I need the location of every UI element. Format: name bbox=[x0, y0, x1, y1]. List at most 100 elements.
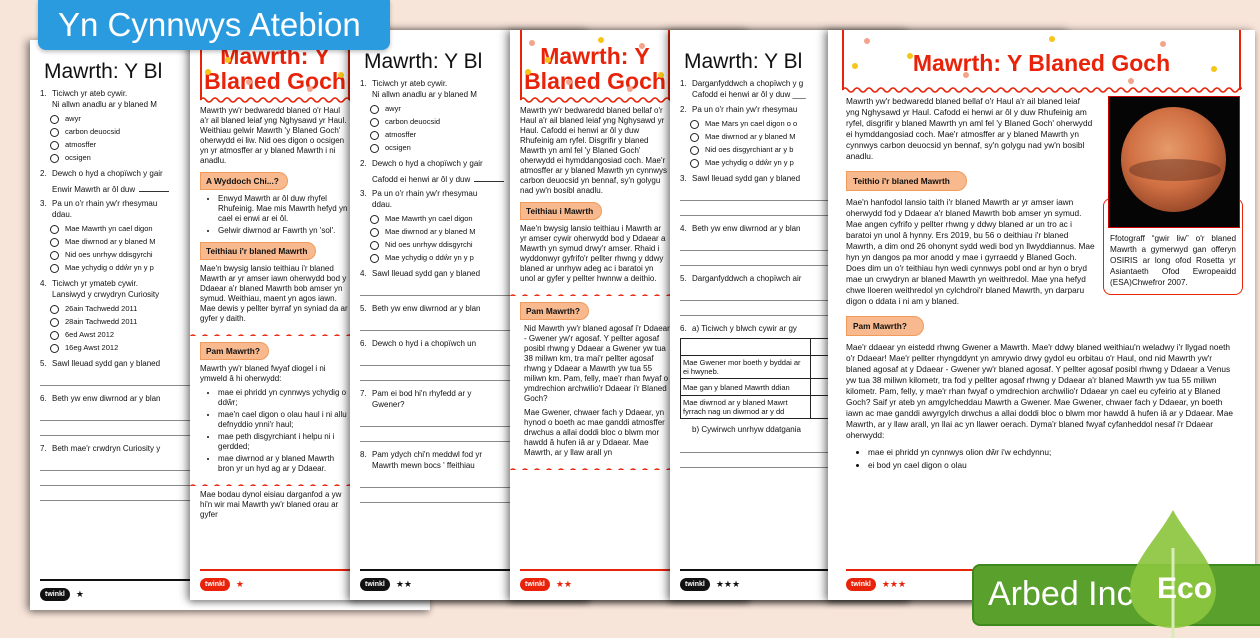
divider bbox=[190, 478, 350, 486]
answer-option[interactable]: 28ain Tachwedd 2011 bbox=[50, 315, 190, 328]
radio-button[interactable] bbox=[50, 330, 59, 340]
answer-option[interactable]: Mae ychydig o ddŵr yn y p bbox=[690, 156, 830, 169]
question-number: 2. bbox=[40, 169, 47, 178]
answer-option[interactable]: 16eg Awst 2012 bbox=[50, 341, 190, 354]
radio-button[interactable] bbox=[370, 214, 379, 224]
answer-line[interactable] bbox=[40, 421, 190, 436]
tick-cell[interactable] bbox=[810, 355, 830, 379]
radio-button[interactable] bbox=[690, 158, 699, 168]
title-banner: Mawrth: Y Blaned Goch bbox=[842, 30, 1242, 93]
radio-button[interactable] bbox=[690, 132, 699, 142]
answer-option[interactable]: Mae diwrnod ar y blaned M bbox=[50, 235, 190, 248]
radio-button[interactable] bbox=[50, 263, 59, 273]
radio-button[interactable] bbox=[50, 343, 59, 353]
answer-line[interactable] bbox=[680, 438, 830, 453]
answer-option[interactable]: Nid oes unrhyw ddisgyrchi bbox=[50, 248, 190, 261]
radio-button[interactable] bbox=[50, 224, 59, 234]
answer-option[interactable]: Mae Mars yn cael digon o o bbox=[690, 117, 830, 130]
answer-line[interactable] bbox=[680, 201, 830, 216]
radio-button[interactable] bbox=[690, 119, 699, 129]
radio-button[interactable] bbox=[50, 250, 59, 260]
option-label: 26ain Tachwedd 2011 bbox=[65, 304, 138, 313]
radio-button[interactable] bbox=[370, 227, 379, 237]
radio-button[interactable] bbox=[370, 240, 379, 250]
option-label: atmosffer bbox=[385, 130, 417, 139]
answer-option[interactable]: 6ed Awst 2012 bbox=[50, 328, 190, 341]
answer-line[interactable] bbox=[680, 186, 830, 201]
answer-option[interactable]: ocsigen bbox=[50, 151, 190, 164]
answer-line[interactable] bbox=[40, 471, 190, 486]
answer-line[interactable] bbox=[680, 286, 830, 301]
answer-line[interactable] bbox=[40, 371, 190, 386]
answer-option[interactable]: Mae diwrnod ar y blaned M bbox=[370, 225, 510, 238]
answer-line[interactable] bbox=[680, 236, 830, 251]
answer-line[interactable] bbox=[680, 251, 830, 266]
answer-option[interactable]: awyr bbox=[370, 102, 510, 115]
tick-cell[interactable] bbox=[810, 395, 830, 419]
paragraph: Mawrth yw'r bedwaredd blaned bellaf o'r … bbox=[846, 96, 1093, 161]
answer-blank[interactable] bbox=[474, 181, 505, 182]
answer-line[interactable] bbox=[40, 486, 190, 501]
question: 6. Dewch o hyd i a chopïwch un bbox=[360, 338, 510, 349]
decor-dot bbox=[597, 37, 604, 43]
twinkl-logo: twinkl bbox=[846, 578, 876, 592]
question-text: Sawl lleuad sydd gan y blaned bbox=[372, 269, 481, 278]
answer-option[interactable]: atmosffer bbox=[50, 138, 190, 151]
answer-option[interactable]: carbon deuocsid bbox=[50, 125, 190, 138]
radio-button[interactable] bbox=[370, 117, 379, 127]
radio-button[interactable] bbox=[370, 130, 379, 140]
answer-option[interactable]: Mae Mawrth yn cael digon bbox=[50, 222, 190, 235]
difficulty-stars: ★★★ bbox=[881, 579, 907, 590]
answer-option[interactable]: Nid oes disgyrchiant ar y b bbox=[690, 143, 830, 156]
answer-line[interactable] bbox=[360, 427, 510, 442]
tick-cell[interactable] bbox=[810, 338, 830, 356]
answer-line[interactable] bbox=[680, 453, 830, 468]
answer-blank[interactable] bbox=[139, 191, 170, 192]
answer-line[interactable] bbox=[40, 456, 190, 471]
radio-button[interactable] bbox=[370, 143, 379, 153]
option-label: ocsigen bbox=[65, 153, 91, 162]
answer-option[interactable]: Nid oes unrhyw ddisgyrchi bbox=[370, 238, 510, 251]
question: 3. Pa un o'r rhain yw'r rhesymau ddau. bbox=[360, 188, 510, 210]
answer-option[interactable]: awyr bbox=[50, 112, 190, 125]
question-number: 1. bbox=[360, 79, 367, 88]
answer-line[interactable] bbox=[360, 281, 510, 296]
radio-button[interactable] bbox=[50, 317, 59, 327]
mars-photo-figure: Ffotograff “gwir liw” o'r blaned Mawrth … bbox=[1103, 96, 1243, 295]
answer-line[interactable] bbox=[360, 488, 510, 503]
radio-button[interactable] bbox=[50, 153, 59, 163]
question-subtext: Gwener? bbox=[372, 400, 405, 409]
answer-option[interactable]: Mae Mawrth yn cael digon bbox=[370, 212, 510, 225]
answer-line[interactable] bbox=[360, 366, 510, 381]
answer-option[interactable]: carbon deuocsid bbox=[370, 115, 510, 128]
answer-line[interactable] bbox=[360, 473, 510, 488]
answer-line[interactable] bbox=[360, 412, 510, 427]
radio-button[interactable] bbox=[370, 104, 379, 114]
answer-line[interactable] bbox=[40, 406, 190, 421]
tick-cell[interactable] bbox=[810, 378, 830, 396]
radio-button[interactable] bbox=[50, 127, 59, 137]
option-label: Mae diwrnod ar y blaned M bbox=[65, 237, 156, 246]
radio-button[interactable] bbox=[370, 253, 379, 263]
fill-in-blank: b) Cywirwch unrhyw ddatganiа bbox=[692, 425, 830, 434]
answer-line[interactable] bbox=[360, 351, 510, 366]
answer-option[interactable]: ocsigen bbox=[370, 141, 510, 154]
answer-line[interactable] bbox=[360, 316, 510, 331]
answer-option[interactable]: 26ain Tachwedd 2011 bbox=[50, 302, 190, 315]
radio-button[interactable] bbox=[50, 237, 59, 247]
radio-button[interactable] bbox=[50, 114, 59, 124]
option-label: Mae ychydig o ddŵr yn y p bbox=[705, 158, 794, 167]
paragraph: Mae'n bwysig lansio teithiau i Mawrth ar… bbox=[520, 224, 666, 283]
fill-prompt: Enwir Mawrth ar ôl duw bbox=[52, 185, 136, 194]
answer-option[interactable]: Mae ychydig o ddŵr yn y p bbox=[370, 251, 510, 264]
true-false-table: Mae Gwener mor boeth y byddai ar ei hwyn… bbox=[680, 338, 830, 419]
answer-option[interactable]: Mae ychydig o ddŵr yn y p bbox=[50, 261, 190, 274]
radio-button[interactable] bbox=[50, 140, 59, 150]
answer-option[interactable]: atmosffer bbox=[370, 128, 510, 141]
answer-option[interactable]: Mae diwrnod ar y blaned M bbox=[690, 130, 830, 143]
fill-in-blank: Enwir Mawrth ar ôl duw bbox=[52, 185, 190, 194]
radio-button[interactable] bbox=[690, 145, 699, 155]
question-subtext: Cafodd ei henwi ar ôl y duw ___ bbox=[692, 90, 806, 99]
radio-button[interactable] bbox=[50, 304, 59, 314]
answer-line[interactable] bbox=[680, 301, 830, 316]
